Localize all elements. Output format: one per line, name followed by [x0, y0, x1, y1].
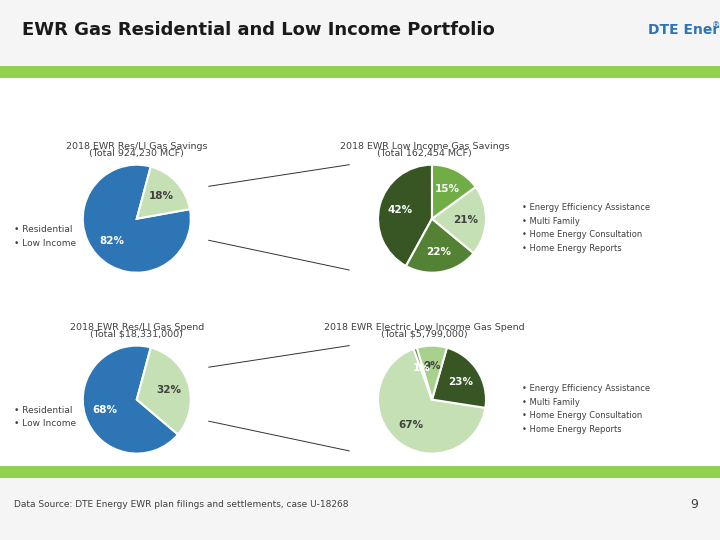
Text: ®: ® [712, 22, 720, 30]
Wedge shape [406, 219, 474, 273]
Text: • Home Energy Reports: • Home Energy Reports [522, 244, 621, 253]
Wedge shape [432, 348, 486, 408]
Wedge shape [83, 346, 178, 454]
Text: DTE Energy: DTE Energy [648, 23, 720, 37]
Text: • Home Energy Consultation: • Home Energy Consultation [522, 231, 642, 239]
Text: 2018 EWR Res/LI Gas Savings: 2018 EWR Res/LI Gas Savings [66, 142, 207, 151]
Wedge shape [378, 349, 485, 454]
Text: • Energy Efficiency Assistance: • Energy Efficiency Assistance [522, 384, 650, 393]
Text: 21%: 21% [453, 215, 478, 225]
Text: • Residential: • Residential [14, 225, 73, 234]
Text: • Multi Family: • Multi Family [522, 217, 580, 226]
Text: 2018 EWR Electric Low Income Gas Spend: 2018 EWR Electric Low Income Gas Spend [325, 323, 525, 332]
Text: • Home Energy Consultation: • Home Energy Consultation [522, 411, 642, 420]
Wedge shape [413, 348, 432, 400]
Text: 2018 EWR Res/LI Gas Spend: 2018 EWR Res/LI Gas Spend [70, 323, 204, 332]
Text: 32%: 32% [156, 384, 181, 395]
Text: Data Source: DTE Energy EWR plan filings and settlements, case U-18268: Data Source: DTE Energy EWR plan filings… [14, 501, 349, 509]
Wedge shape [137, 347, 191, 435]
Wedge shape [417, 346, 447, 400]
Text: 82%: 82% [99, 237, 125, 246]
Text: • Home Energy Reports: • Home Energy Reports [522, 425, 621, 434]
Text: 15%: 15% [435, 184, 459, 194]
Text: 1%: 1% [413, 363, 431, 373]
Wedge shape [83, 165, 191, 273]
Text: • Low Income: • Low Income [14, 239, 76, 247]
Text: 42%: 42% [387, 205, 412, 215]
Text: 18%: 18% [149, 191, 174, 201]
Text: 67%: 67% [398, 421, 423, 430]
Text: • Energy Efficiency Assistance: • Energy Efficiency Assistance [522, 204, 650, 212]
Text: EWR Gas Residential and Low Income Portfolio: EWR Gas Residential and Low Income Portf… [22, 21, 495, 39]
Wedge shape [432, 165, 476, 219]
Text: (Total $18,331,000): (Total $18,331,000) [91, 329, 183, 339]
Text: • Residential: • Residential [14, 406, 73, 415]
Wedge shape [378, 165, 432, 266]
Text: (Total 924,230 MCF): (Total 924,230 MCF) [89, 148, 184, 158]
Wedge shape [432, 187, 486, 253]
Text: • Multi Family: • Multi Family [522, 398, 580, 407]
Text: (Total 162,454 MCF): (Total 162,454 MCF) [377, 148, 472, 158]
Text: • Low Income: • Low Income [14, 420, 76, 428]
Text: 9%: 9% [423, 361, 441, 371]
Text: 23%: 23% [448, 376, 473, 387]
Text: 9: 9 [690, 498, 698, 511]
Text: 22%: 22% [426, 247, 451, 256]
Text: 68%: 68% [92, 404, 117, 415]
Text: 2018 EWR Low Income Gas Savings: 2018 EWR Low Income Gas Savings [340, 142, 510, 151]
Wedge shape [137, 166, 190, 219]
Text: (Total $5,799,000): (Total $5,799,000) [382, 329, 468, 339]
